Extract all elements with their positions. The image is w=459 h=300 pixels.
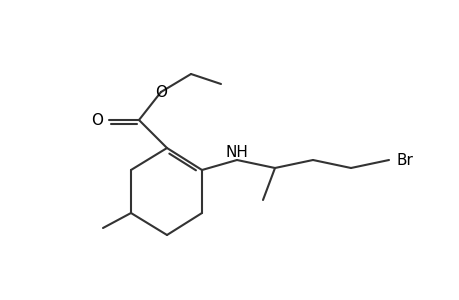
Text: O: O [91, 112, 103, 128]
Text: NH: NH [225, 145, 248, 160]
Text: Br: Br [396, 152, 413, 167]
Text: O: O [155, 85, 167, 100]
